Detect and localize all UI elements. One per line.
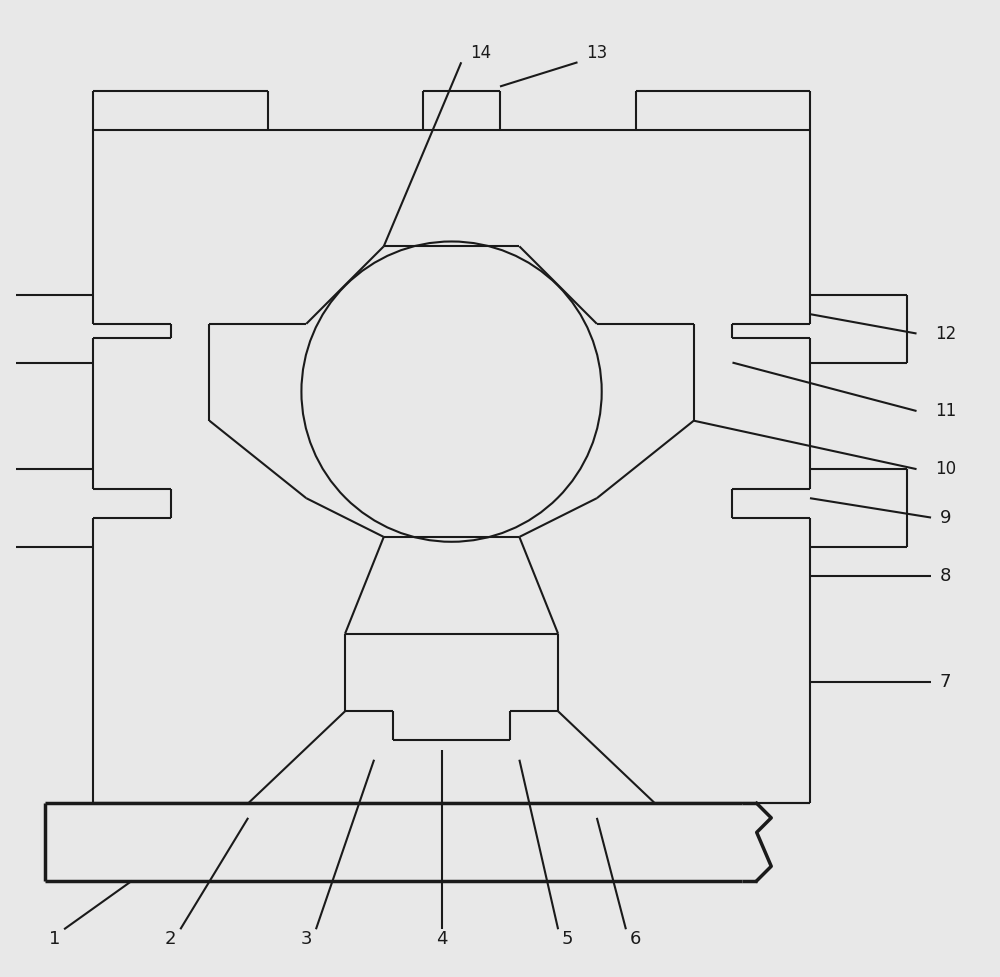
- Text: 2: 2: [165, 930, 176, 948]
- Text: 11: 11: [935, 402, 956, 420]
- Text: 12: 12: [935, 324, 956, 343]
- Text: 10: 10: [935, 460, 956, 478]
- Text: 4: 4: [436, 930, 448, 948]
- Text: 9: 9: [940, 509, 951, 527]
- Text: 13: 13: [586, 44, 607, 62]
- Text: 3: 3: [301, 930, 312, 948]
- Text: 8: 8: [940, 567, 951, 584]
- Text: 5: 5: [562, 930, 574, 948]
- Text: 14: 14: [470, 44, 491, 62]
- Text: 7: 7: [940, 673, 951, 692]
- Text: 6: 6: [630, 930, 641, 948]
- Text: 1: 1: [49, 930, 60, 948]
